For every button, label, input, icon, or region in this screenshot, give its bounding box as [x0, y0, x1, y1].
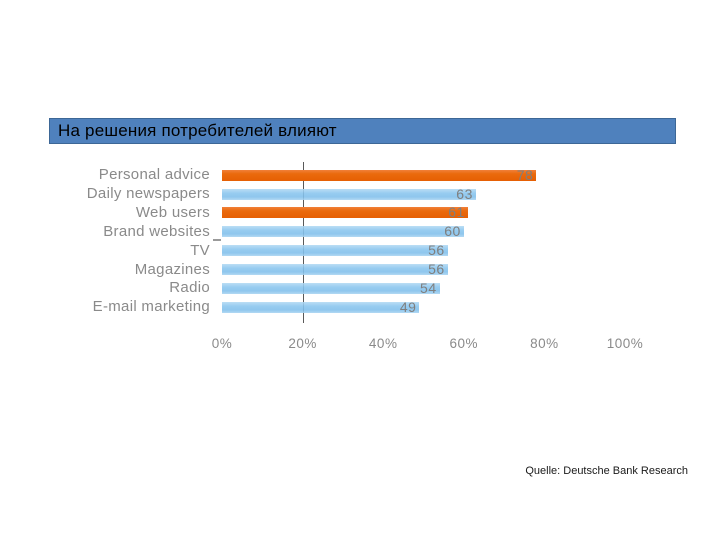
bar: [222, 226, 464, 238]
slide-title: На решения потребителей влияют: [58, 121, 337, 140]
category-label: Magazines: [134, 260, 210, 278]
bar: [222, 245, 448, 257]
slide-title-bar: На решения потребителей влияют: [49, 118, 676, 144]
value-label: 54: [420, 279, 437, 296]
x-axis-tick-label: 100%: [606, 336, 644, 351]
value-label: 63: [456, 185, 473, 202]
value-label: 56: [428, 242, 445, 259]
value-label: 56: [428, 261, 445, 277]
x-axis-tick-label: 20%: [288, 336, 317, 351]
gridline-20-percent: [302, 162, 304, 323]
bar: [222, 264, 448, 275]
category-axis-tick: [213, 239, 221, 241]
bar: [222, 188, 476, 200]
bar: [222, 282, 440, 294]
category-label: Personal advice: [98, 166, 210, 184]
x-axis-tick-label: 40%: [368, 336, 398, 351]
bar: [222, 301, 420, 313]
category-label: E-mail marketing: [92, 298, 210, 316]
x-axis-tick-label: 80%: [530, 336, 559, 351]
category-label: Web users: [135, 203, 210, 221]
x-axis-tick-label: 0%: [211, 336, 233, 351]
bar-highlighted: [222, 169, 537, 181]
value-label: 78: [516, 166, 534, 183]
bar-highlighted: [222, 207, 468, 219]
value-label: 49: [399, 298, 417, 315]
x-axis-tick-label: 60%: [449, 336, 479, 351]
value-label: 60: [444, 223, 461, 240]
category-label: Daily newspapers: [86, 185, 210, 203]
category-label: Brand websites: [103, 222, 210, 240]
value-label: 61: [448, 204, 465, 221]
source-note: Quelle: Deutsche Bank Research: [525, 465, 688, 477]
category-label: Radio: [169, 279, 210, 297]
category-label: TV: [190, 241, 210, 259]
